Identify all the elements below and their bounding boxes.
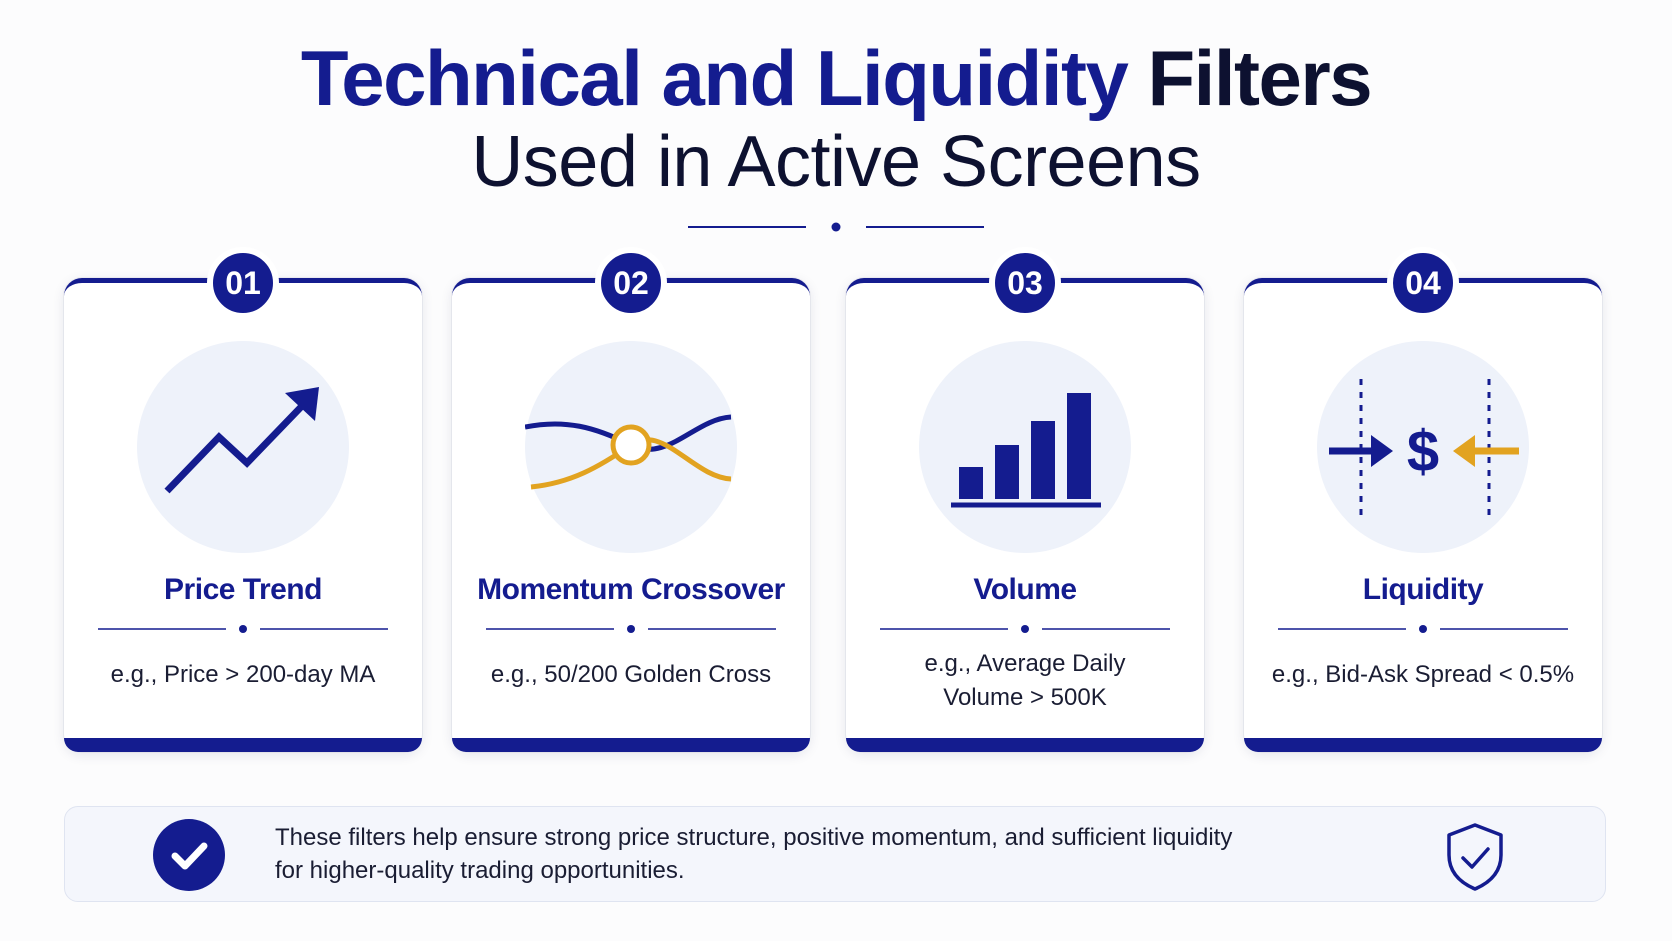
card-title: Price Trend xyxy=(164,573,322,606)
svg-text:$: $ xyxy=(1407,419,1439,484)
card-description: e.g., 50/200 Golden Cross xyxy=(490,661,772,688)
uptrend-arrow-icon xyxy=(137,341,349,553)
card-bottom-bar xyxy=(846,738,1204,752)
card-description: e.g., Price > 200-day MA xyxy=(110,661,376,688)
bar-chart-icon xyxy=(919,341,1131,553)
check-circle-icon xyxy=(153,819,225,891)
card-description: e.g., Average Daily Volume > 500K xyxy=(866,647,1184,715)
filter-card-liquidity: 04 $ Liquidity e.g., Bid-Ask Spread < 0.… xyxy=(1244,247,1602,752)
card-divider xyxy=(98,625,388,633)
title-accent: Technical and Liquidity xyxy=(300,34,1129,122)
card-description-line1: e.g., Average Daily xyxy=(924,650,1126,677)
card-number-badge: 04 xyxy=(1387,247,1459,319)
card-title: Liquidity xyxy=(1362,573,1484,606)
card-bottom-bar xyxy=(64,738,422,752)
shield-check-icon xyxy=(1447,823,1503,891)
card-title: Volume xyxy=(973,573,1077,606)
card-number-badge: 03 xyxy=(989,247,1061,319)
card-divider xyxy=(486,625,776,633)
crossover-icon xyxy=(525,341,737,553)
filter-card-momentum-crossover: 02 Momentum Crossover e.g., 50/200 Golde… xyxy=(452,247,810,752)
page-title: Technical and Liquidity Filters xyxy=(0,30,1672,126)
summary-line1: These filters help ensure strong price s… xyxy=(275,824,1233,851)
card-divider xyxy=(1278,625,1568,633)
card-description: e.g., Bid-Ask Spread < 0.5% xyxy=(1271,661,1575,688)
spread-dollar-icon: $ xyxy=(1317,341,1529,553)
card-description-line2: Volume > 500K xyxy=(943,684,1107,711)
card-title: Momentum Crossover xyxy=(477,573,785,606)
summary-line2: for higher-quality trading opportunities… xyxy=(275,857,685,884)
card-divider xyxy=(880,625,1170,633)
page-subtitle: Used in Active Screens xyxy=(471,122,1201,202)
card-number-badge: 02 xyxy=(595,247,667,319)
title-dark: Filters xyxy=(1147,34,1373,122)
summary-banner: These filters help ensure strong price s… xyxy=(64,806,1606,902)
filter-card-volume: 03 Volume e.g., Average Daily Volume > 5… xyxy=(846,247,1204,752)
card-number-badge: 01 xyxy=(207,247,279,319)
title-divider xyxy=(688,222,984,232)
summary-text: These filters help ensure strong price s… xyxy=(275,821,1395,887)
card-bottom-bar xyxy=(1244,738,1602,752)
filter-card-price-trend: 01 Price Trend e.g., Price > 200-day MA xyxy=(64,247,422,752)
card-bottom-bar xyxy=(452,738,810,752)
